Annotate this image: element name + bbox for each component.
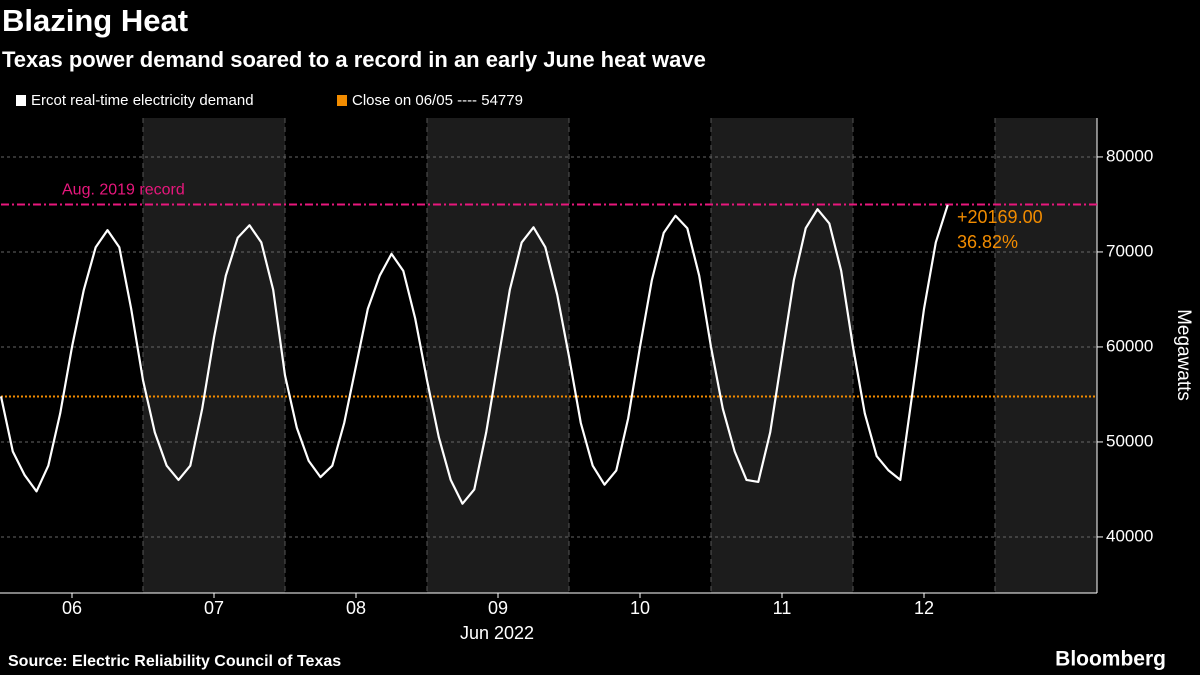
y-tick-label: 60000 bbox=[1106, 336, 1153, 355]
x-tick-label: 08 bbox=[346, 598, 366, 618]
y-tick-label: 50000 bbox=[1106, 431, 1153, 450]
annotation: 36.82% bbox=[957, 232, 1018, 252]
x-tick-label: 10 bbox=[630, 598, 650, 618]
y-axis-label: Megawatts bbox=[1173, 309, 1194, 401]
chart-title: Blazing Heat bbox=[2, 3, 188, 38]
chart-subtitle: Texas power demand soared to a record in… bbox=[2, 47, 706, 72]
x-tick-label: 07 bbox=[204, 598, 224, 618]
day-shade bbox=[143, 118, 285, 593]
series-line bbox=[0, 204, 949, 505]
legend-swatch bbox=[337, 95, 347, 106]
y-tick-label: 40000 bbox=[1106, 526, 1153, 545]
record-label: Aug. 2019 record bbox=[62, 182, 185, 199]
day-shade bbox=[995, 118, 1097, 593]
annotation: +20169.00 bbox=[957, 207, 1043, 227]
source: Source: Electric Reliability Council of … bbox=[8, 653, 341, 670]
brand: Bloomberg bbox=[1055, 648, 1166, 671]
x-tick-label: 09 bbox=[488, 598, 508, 618]
legend-swatch bbox=[16, 95, 26, 106]
legend-label: Close on 06/05 ---- 54779 bbox=[352, 92, 523, 109]
x-tick-label: 12 bbox=[914, 598, 934, 618]
x-tick-label: 06 bbox=[62, 598, 82, 618]
x-tick-label: 11 bbox=[773, 598, 792, 618]
legend-label: Ercot real-time electricity demand bbox=[31, 92, 254, 109]
y-tick-label: 70000 bbox=[1106, 241, 1153, 260]
x-axis-label: Jun 2022 bbox=[460, 623, 534, 643]
y-tick-label: 80000 bbox=[1106, 146, 1153, 165]
